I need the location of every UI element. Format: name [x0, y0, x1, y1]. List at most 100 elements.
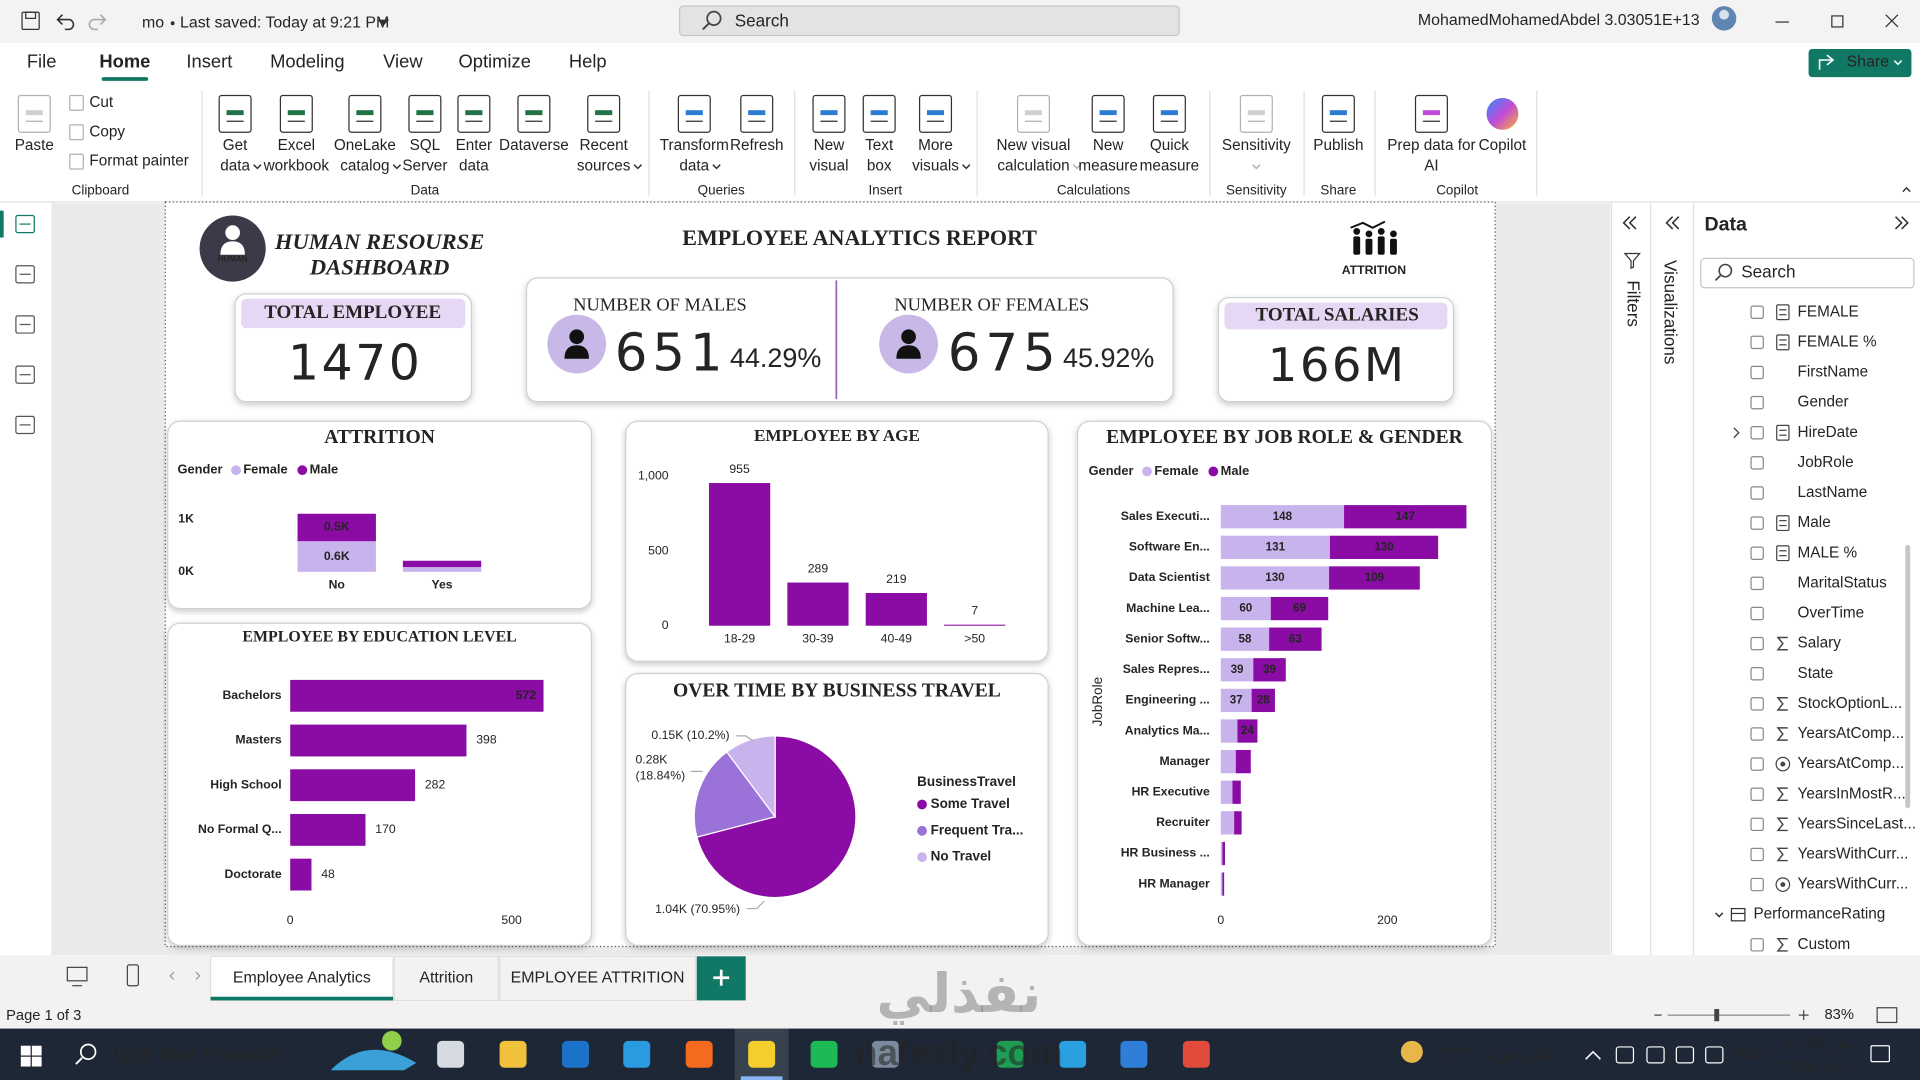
ribbon-button-label[interactable]: New: [814, 137, 846, 154]
phone-view-icon[interactable]: [126, 964, 139, 987]
taskbar-app[interactable]: [437, 1040, 465, 1068]
field-name[interactable]: State: [1798, 665, 1834, 682]
legend-label[interactable]: Female: [1154, 463, 1198, 478]
taskbar-app[interactable]: [685, 1040, 713, 1068]
search-box[interactable]: [678, 5, 1180, 37]
ribbon-button-label[interactable]: Cut: [89, 94, 114, 111]
tray-icon[interactable]: [1646, 1046, 1665, 1064]
close-button[interactable]: [1885, 14, 1899, 28]
maximize-button[interactable]: [1831, 15, 1844, 28]
tray-icon[interactable]: [1615, 1046, 1635, 1064]
legend-label[interactable]: Male: [310, 462, 339, 477]
chart-panel[interactable]: [167, 420, 593, 610]
field-name[interactable]: Male: [1798, 514, 1831, 531]
ribbon-button-label[interactable]: Quick: [1150, 137, 1189, 154]
ribbon-button-label[interactable]: New: [1093, 137, 1125, 154]
taskbar-app[interactable]: [996, 1040, 1024, 1068]
tray-icon[interactable]: [1675, 1046, 1695, 1064]
field-checkbox[interactable]: [1750, 576, 1764, 591]
ribbon-button-label[interactable]: Refresh: [730, 137, 784, 154]
field-checkbox[interactable]: [1750, 787, 1764, 801]
ribbon-button-label[interactable]: Copy: [89, 123, 125, 140]
ribbon-button-label[interactable]: visual: [809, 158, 848, 175]
field-name[interactable]: JobRole: [1798, 454, 1854, 471]
taskbar-search[interactable]: Type here to search: [110, 1044, 283, 1066]
field-name[interactable]: OverTime: [1798, 605, 1865, 622]
field-name[interactable]: MaritalStatus: [1798, 574, 1888, 591]
taskbar-app[interactable]: [871, 1040, 899, 1068]
menu-item[interactable]: Help: [569, 50, 607, 71]
filters-label[interactable]: Filters: [1624, 280, 1644, 327]
ribbon-button-label[interactable]: Format painter: [89, 153, 188, 170]
sidebar-view-icon[interactable]: [15, 315, 35, 334]
ribbon-button-label[interactable]: data: [459, 158, 489, 175]
legend-label[interactable]: No Travel: [931, 849, 992, 864]
taskbar-app[interactable]: [1182, 1040, 1210, 1068]
ribbon-button-label[interactable]: More: [918, 137, 953, 154]
field-name[interactable]: FirstName: [1798, 364, 1869, 381]
field-checkbox[interactable]: [1750, 938, 1764, 952]
field-checkbox[interactable]: [1750, 335, 1764, 350]
field-checkbox[interactable]: [1750, 666, 1764, 681]
field-checkbox[interactable]: [1750, 727, 1764, 741]
field-name[interactable]: Custom: [1798, 936, 1851, 953]
field-checkbox[interactable]: [1750, 365, 1764, 380]
ribbon-button-label[interactable]: Copilot: [1479, 137, 1527, 154]
field-name[interactable]: Gender: [1798, 394, 1849, 411]
field-name[interactable]: FEMALE: [1798, 303, 1859, 320]
ribbon-button-label[interactable]: Transform: [660, 137, 729, 154]
sidebar-view-icon[interactable]: [15, 214, 35, 234]
filters-expand[interactable]: [1622, 216, 1637, 230]
page-tab[interactable]: [393, 955, 499, 1002]
field-checkbox[interactable]: [1750, 817, 1764, 832]
tray-icon[interactable]: [1705, 1046, 1724, 1064]
taskbar-app[interactable]: [1120, 1040, 1148, 1068]
field-checkbox[interactable]: [1750, 395, 1764, 410]
ribbon-button-label[interactable]: Enter: [456, 137, 493, 154]
menu-item[interactable]: Optimize: [458, 50, 530, 71]
ribbon-button-label[interactable]: SQL: [410, 137, 441, 154]
field-name[interactable]: LastName: [1798, 484, 1868, 501]
chart-panel[interactable]: [1076, 420, 1493, 946]
data-search-box[interactable]: [1700, 257, 1915, 289]
field-checkbox[interactable]: [1750, 636, 1764, 651]
field-name[interactable]: YearsAtComp...: [1798, 755, 1905, 772]
page-tab-label[interactable]: EMPLOYEE ATTRITION: [511, 970, 685, 987]
ribbon-button-label[interactable]: catalog: [340, 158, 389, 175]
taskbar-app[interactable]: [1059, 1040, 1087, 1068]
taskbar-app[interactable]: [623, 1040, 651, 1068]
field-checkbox[interactable]: [1750, 546, 1764, 560]
page-tab-label[interactable]: Attrition: [419, 970, 473, 987]
ribbon-button-label[interactable]: Server: [402, 158, 447, 175]
field-checkbox[interactable]: [1750, 486, 1764, 500]
field-table-name[interactable]: PerformanceRating: [1753, 906, 1885, 923]
field-name[interactable]: Salary: [1798, 635, 1842, 652]
field-name[interactable]: MALE %: [1798, 544, 1858, 561]
ribbon-button-label[interactable]: Publish: [1313, 137, 1363, 154]
ribbon-button-label[interactable]: Dataverse: [499, 137, 569, 154]
status-dropdown[interactable]: [377, 19, 390, 26]
menu-item[interactable]: Modeling: [270, 50, 345, 71]
desktop-view-icon[interactable]: [66, 966, 88, 982]
ribbon-button-label[interactable]: Paste: [15, 137, 54, 154]
field-name[interactable]: YearsWithCurr...: [1798, 876, 1909, 893]
field-checkbox[interactable]: [1750, 425, 1764, 440]
ribbon-button-label[interactable]: measure: [1140, 158, 1200, 175]
field-checkbox[interactable]: [1750, 606, 1764, 621]
field-checkbox[interactable]: [1750, 877, 1764, 892]
ribbon-button-label[interactable]: data: [679, 158, 709, 175]
field-name[interactable]: YearsWithCurr...: [1798, 845, 1909, 862]
page-tab[interactable]: [209, 955, 394, 1002]
field-checkbox[interactable]: [1750, 757, 1764, 771]
menu-item[interactable]: View: [383, 50, 423, 71]
legend-label[interactable]: Frequent Tra...: [931, 822, 1024, 837]
ribbon-button-label[interactable]: AI: [1424, 158, 1438, 175]
field-name[interactable]: FEMALE %: [1798, 333, 1877, 350]
page-tab[interactable]: [498, 955, 697, 1002]
ribbon-button-label[interactable]: sources: [577, 158, 631, 175]
field-checkbox[interactable]: [1750, 516, 1764, 530]
taskbar-app[interactable]: [562, 1040, 589, 1068]
zoom-thumb[interactable]: [1714, 1008, 1720, 1022]
data-pane-collapse[interactable]: [1894, 216, 1909, 230]
ribbon-button-label[interactable]: Prep data for: [1387, 137, 1475, 154]
